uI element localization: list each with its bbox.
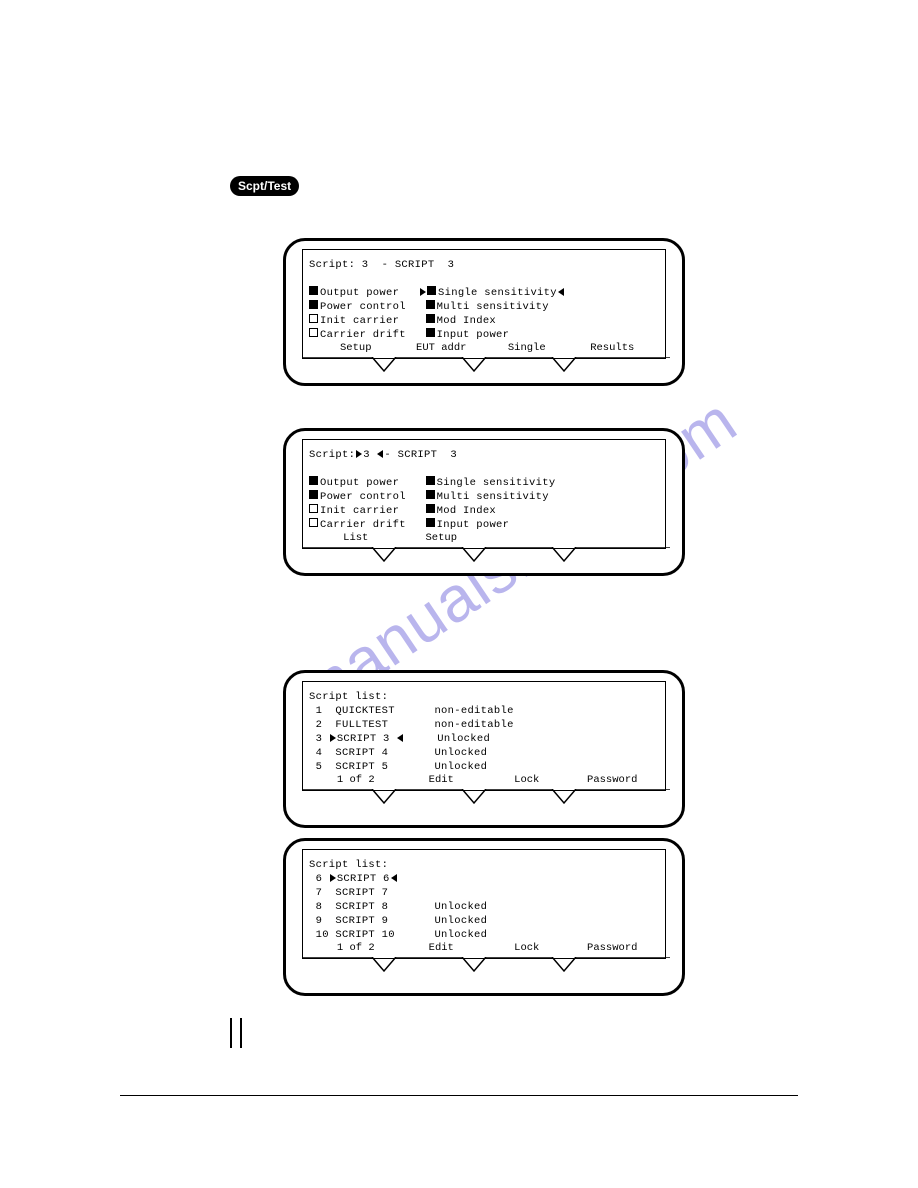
- lcd-panel-2: Script:3 - SCRIPT 3 Output power Single …: [283, 428, 685, 576]
- cursor-left-icon: [377, 450, 383, 458]
- script-row-8: 8 SCRIPT 8 Unlocked: [309, 900, 659, 914]
- panel2-softkeys: List Setup: [309, 532, 659, 544]
- script-row-3: 3 SCRIPT 3 Unlocked: [309, 732, 659, 746]
- lcd-panel-1: Script: 3 - SCRIPT 3 Output power Single…: [283, 238, 685, 386]
- softkey-list[interactable]: List: [313, 532, 399, 544]
- lcd-inner-3: Script list: 1 QUICKTEST non-editable 2 …: [302, 681, 666, 791]
- softkey-single[interactable]: Single: [484, 342, 570, 354]
- double-bar-icon: [230, 1018, 242, 1048]
- row-power-multi: Power control Multi sensitivity: [309, 300, 659, 314]
- row-drift-input: Carrier drift Input power: [309, 328, 659, 342]
- cursor-right-icon: [330, 874, 336, 882]
- row-output-single-2: Output power Single sensitivity: [309, 476, 659, 490]
- cursor-left-icon: [558, 288, 564, 296]
- panel3-tabs: [302, 791, 666, 809]
- softkey-edit[interactable]: Edit: [399, 774, 485, 786]
- softkey-setup[interactable]: Setup: [313, 342, 399, 354]
- row-init-mod-2: Init carrier Mod Index: [309, 504, 659, 518]
- script-row-9: 9 SCRIPT 9 Unlocked: [309, 914, 659, 928]
- softkey-lock-2[interactable]: Lock: [484, 942, 570, 954]
- softkey-page[interactable]: 1 of 2: [313, 774, 399, 786]
- softkey-edit-2[interactable]: Edit: [399, 942, 485, 954]
- cursor-right-icon: [330, 734, 336, 742]
- softkey-page-2[interactable]: 1 of 2: [313, 942, 399, 954]
- lcd-inner-2: Script:3 - SCRIPT 3 Output power Single …: [302, 439, 666, 549]
- softkey-lock[interactable]: Lock: [484, 774, 570, 786]
- panel1-header: Script: 3 - SCRIPT 3: [309, 258, 659, 272]
- row-output-single: Output power Single sensitivity: [309, 286, 659, 300]
- panel1-softkeys: Setup EUT addr Single Results: [309, 342, 659, 354]
- cursor-right-icon: [356, 450, 362, 458]
- cursor-left-icon: [397, 734, 403, 742]
- footer-rule: [120, 1095, 798, 1096]
- panel4-tabs: [302, 959, 666, 977]
- panel3-header: Script list:: [309, 690, 659, 704]
- softkey-password[interactable]: Password: [570, 774, 656, 786]
- script-row-10: 10 SCRIPT 10 Unlocked: [309, 928, 659, 942]
- softkey-results[interactable]: Results: [570, 342, 656, 354]
- row-power-multi-2: Power control Multi sensitivity: [309, 490, 659, 504]
- lcd-panel-4: Script list: 6 SCRIPT 6 7 SCRIPT 7 8 SCR…: [283, 838, 685, 996]
- panel2-header: Script:3 - SCRIPT 3: [309, 448, 659, 462]
- lcd-inner-4: Script list: 6 SCRIPT 6 7 SCRIPT 7 8 SCR…: [302, 849, 666, 959]
- cursor-left-icon: [391, 874, 397, 882]
- softkey-password-2[interactable]: Password: [570, 942, 656, 954]
- lcd-inner-1: Script: 3 - SCRIPT 3 Output power Single…: [302, 249, 666, 359]
- panel2-tabs: [302, 549, 666, 567]
- panel1-tabs: [302, 359, 666, 377]
- script-row-1: 1 QUICKTEST non-editable: [309, 704, 659, 718]
- script-row-4: 4 SCRIPT 4 Unlocked: [309, 746, 659, 760]
- script-row-6: 6 SCRIPT 6: [309, 872, 659, 886]
- cursor-right-icon: [420, 288, 426, 296]
- script-row-7: 7 SCRIPT 7: [309, 886, 659, 900]
- panel3-softkeys: 1 of 2 Edit Lock Password: [309, 774, 659, 786]
- scpt-test-badge: Scpt/Test: [230, 176, 299, 196]
- softkey-setup-2[interactable]: Setup: [399, 532, 485, 544]
- row-drift-input-2: Carrier drift Input power: [309, 518, 659, 532]
- row-init-mod: Init carrier Mod Index: [309, 314, 659, 328]
- script-row-2: 2 FULLTEST non-editable: [309, 718, 659, 732]
- softkey-eut-addr[interactable]: EUT addr: [399, 342, 485, 354]
- script-row-5: 5 SCRIPT 5 Unlocked: [309, 760, 659, 774]
- panel4-softkeys: 1 of 2 Edit Lock Password: [309, 942, 659, 954]
- lcd-panel-3: Script list: 1 QUICKTEST non-editable 2 …: [283, 670, 685, 828]
- panel4-header: Script list:: [309, 858, 659, 872]
